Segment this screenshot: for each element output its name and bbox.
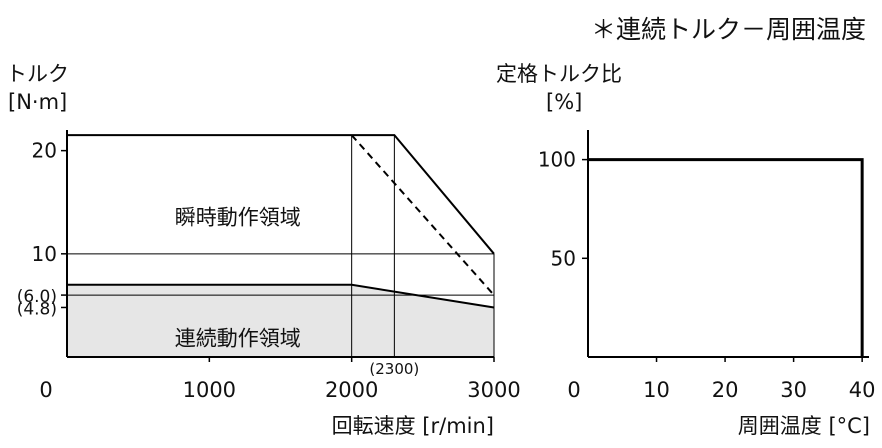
speed-x-tick-label: 2000 [325, 378, 378, 402]
speed-x-tick-label: 3000 [467, 378, 520, 402]
speed-x-tick-label: 1000 [183, 378, 236, 402]
temperature-x-tick-label: 30 [780, 378, 807, 402]
torque-chart-ticks: 20 10 (6.0)(4.8) 1000 2000 3000 [17, 139, 521, 402]
torque-y-tick-label: 10 [32, 242, 57, 266]
temperature-x-tick-label: 40 [849, 378, 876, 402]
speed-axis-title: 回転速度 [r/min] [332, 414, 494, 438]
torque-speed-chart: トルク [N·m] 20 10 (6.0)(4.8) 1000 2000 3000 瞬時動… [6, 62, 521, 438]
region-boundaries-layer [67, 134, 495, 309]
ratio-chart-axes [587, 130, 869, 358]
ratio-series-layer [588, 158, 864, 357]
ratio-y-tick-label: 50 [551, 246, 576, 270]
ratio-unit-label: [%] [546, 90, 582, 114]
torque-y-tick-label: (6.0) [17, 287, 57, 307]
reference-lines-layer [67, 135, 495, 357]
torque-y-tick-label: (4.8) [17, 299, 57, 319]
continuous-region-fill [67, 284, 494, 357]
ratio-series-line [588, 158, 864, 357]
torque-unit-label: [N·m] [8, 90, 67, 114]
torque-y-tick-label: 20 [32, 139, 57, 163]
torque-axis-label: トルク [6, 62, 69, 86]
continuous-region-label: 連続動作領域 [175, 326, 301, 350]
torque-chart-axes [66, 130, 494, 358]
temperature-axis-title: 周囲温度 [°C] [738, 414, 870, 438]
ratio-chart-ticks: 100 50 0 10 20 30 40 [538, 148, 876, 402]
continuous-region-boundary [67, 283, 495, 309]
continuous-region-fill-layer [67, 284, 494, 357]
temperature-x-tick-label: 0 [567, 378, 580, 402]
header-note: ＊連続トルク－周囲温度 [591, 15, 866, 44]
temperature-x-tick-label: 20 [712, 378, 739, 402]
ratio-axis-label: 定格トルク比 [496, 62, 622, 86]
instant-region-boundary [67, 134, 495, 255]
dashed-derating-line [350, 134, 495, 296]
ratio-temperature-chart: 定格トルク比 [%] 100 50 0 10 20 30 40 周囲温度 [°C] [496, 62, 876, 438]
ratio-y-tick-label: 100 [538, 148, 576, 172]
speed-annotation-label: (2300) [369, 360, 419, 378]
temperature-x-tick-label: 10 [643, 378, 670, 402]
speed-origin-label: 0 [39, 378, 52, 402]
instant-region-label: 瞬時動作領域 [175, 206, 301, 230]
